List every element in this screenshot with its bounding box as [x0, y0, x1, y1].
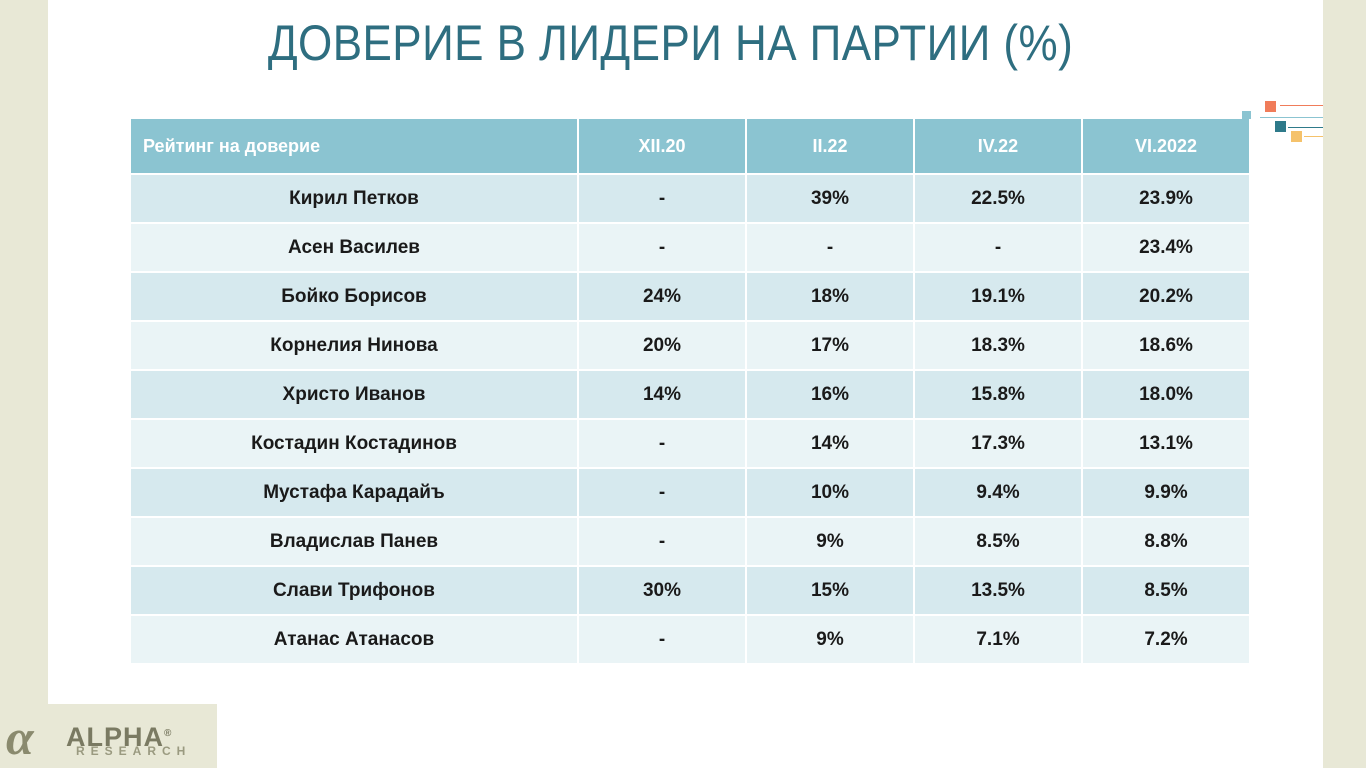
leader-name: Слави Трифонов [131, 566, 579, 616]
table-row: Кирил Петков - 39% 22.5% 23.9% [131, 174, 1251, 224]
cell-vi2022: 23.9% [1082, 174, 1251, 224]
table-row: Владислав Панев - 9% 8.5% 8.8% [131, 517, 1251, 567]
cell-ii22: 14% [746, 419, 915, 469]
cell-xii20: 14% [578, 370, 747, 420]
cell-ii22: - [746, 223, 915, 273]
cell-vi2022: 18.0% [1082, 370, 1251, 420]
table-row: Костадин Костадинов - 14% 17.3% 13.1% [131, 419, 1251, 469]
leader-name: Асен Василев [131, 223, 579, 273]
cell-xii20: - [578, 174, 747, 224]
cell-xii20: - [578, 468, 747, 518]
cell-ii22: 39% [746, 174, 915, 224]
leader-name: Владислав Панев [131, 517, 579, 567]
table-row: Корнелия Нинова 20% 17% 18.3% 18.6% [131, 321, 1251, 371]
logo-subtitle: RESEARCH [76, 744, 192, 758]
leader-name: Мустафа Карадайъ [131, 468, 579, 518]
cell-vi2022: 7.2% [1082, 615, 1251, 665]
cell-vi2022: 9.9% [1082, 468, 1251, 518]
table-row: Бойко Борисов 24% 18% 19.1% 20.2% [131, 272, 1251, 322]
cell-ii22: 15% [746, 566, 915, 616]
cell-xii20: - [578, 223, 747, 273]
leader-name: Атанас Атанасов [131, 615, 579, 665]
cell-iv22: 18.3% [914, 321, 1083, 371]
deco-square-yellow [1291, 131, 1302, 142]
cell-iv22: 19.1% [914, 272, 1083, 322]
cell-xii20: 24% [578, 272, 747, 322]
deco-line-teal [1288, 127, 1323, 128]
cell-vi2022: 8.5% [1082, 566, 1251, 616]
cell-iv22: 13.5% [914, 566, 1083, 616]
cell-ii22: 9% [746, 615, 915, 665]
alpha-logo-icon: α [6, 709, 34, 765]
column-header-iv22: IV.22 [914, 119, 1083, 175]
deco-line-orange [1280, 105, 1323, 106]
deco-square-teal [1275, 121, 1286, 132]
alpha-research-logo: α ALPHA® RESEARCH [0, 704, 217, 768]
column-header-vi2022: VI.2022 [1082, 119, 1251, 175]
table-row: Слави Трифонов 30% 15% 13.5% 8.5% [131, 566, 1251, 616]
cell-vi2022: 20.2% [1082, 272, 1251, 322]
deco-line-yellow [1304, 136, 1323, 137]
column-header-xii20: XII.20 [578, 119, 747, 175]
deco-square-light [1242, 111, 1251, 120]
logo-word: ALPHA® [66, 722, 173, 752]
cell-vi2022: 18.6% [1082, 321, 1251, 371]
cell-iv22: - [914, 223, 1083, 273]
leader-name: Костадин Костадинов [131, 419, 579, 469]
leader-name: Кирил Петков [131, 174, 579, 224]
cell-vi2022: 23.4% [1082, 223, 1251, 273]
column-header-rating: Рейтинг на доверие [131, 119, 579, 175]
cell-xii20: 30% [578, 566, 747, 616]
cell-ii22: 10% [746, 468, 915, 518]
cell-iv22: 7.1% [914, 615, 1083, 665]
logo-registered-mark: ® [164, 728, 173, 739]
cell-iv22: 8.5% [914, 517, 1083, 567]
cell-ii22: 16% [746, 370, 915, 420]
cell-ii22: 17% [746, 321, 915, 371]
cell-xii20: - [578, 615, 747, 665]
cell-vi2022: 8.8% [1082, 517, 1251, 567]
leader-name: Корнелия Нинова [131, 321, 579, 371]
table-row: Мустафа Карадайъ - 10% 9.4% 9.9% [131, 468, 1251, 518]
deco-line-light [1260, 117, 1323, 118]
column-header-ii22: II.22 [746, 119, 915, 175]
cell-iv22: 22.5% [914, 174, 1083, 224]
cell-ii22: 18% [746, 272, 915, 322]
cell-xii20: - [578, 517, 747, 567]
cell-vi2022: 13.1% [1082, 419, 1251, 469]
cell-iv22: 15.8% [914, 370, 1083, 420]
table-row: Христо Иванов 14% 16% 15.8% 18.0% [131, 370, 1251, 420]
cell-iv22: 9.4% [914, 468, 1083, 518]
cell-xii20: 20% [578, 321, 747, 371]
deco-square-orange [1265, 101, 1276, 112]
cell-ii22: 9% [746, 517, 915, 567]
cell-iv22: 17.3% [914, 419, 1083, 469]
table-header-row: Рейтинг на доверие XII.20 II.22 IV.22 VI… [131, 119, 1251, 175]
table-row: Атанас Атанасов - 9% 7.1% 7.2% [131, 615, 1251, 665]
leader-name: Бойко Борисов [131, 272, 579, 322]
slide-title: ДОВЕРИЕ В ЛИДЕРИ НА ПАРТИИ (%) [267, 15, 1074, 71]
table-row: Асен Василев - - - 23.4% [131, 223, 1251, 273]
trust-table: Рейтинг на доверие XII.20 II.22 IV.22 VI… [131, 119, 1251, 665]
leader-name: Христо Иванов [131, 370, 579, 420]
cell-xii20: - [578, 419, 747, 469]
